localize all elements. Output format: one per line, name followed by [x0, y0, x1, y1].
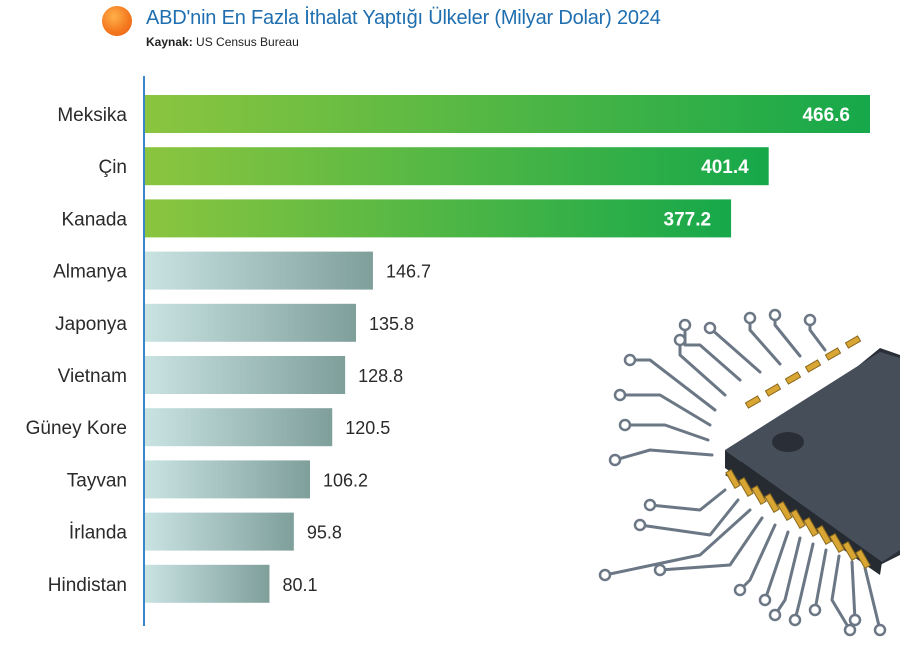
- bar-2: [145, 199, 732, 238]
- category-label: Çin: [98, 157, 127, 178]
- bar-5: [145, 356, 346, 394]
- value-label: 120.5: [345, 418, 390, 438]
- source-label: Kaynak:: [146, 35, 193, 49]
- category-label: Kanada: [61, 209, 127, 230]
- bar-9: [145, 564, 270, 603]
- value-label: 466.6: [802, 105, 850, 126]
- category-label: Meksika: [57, 105, 127, 126]
- bar-3: [145, 251, 373, 290]
- source-line: Kaynak: US Census Bureau: [146, 35, 299, 49]
- bar-6: [145, 408, 333, 447]
- category-label: Japonya: [55, 314, 127, 335]
- category-label: Hindistan: [48, 575, 127, 596]
- value-label: 146.7: [386, 262, 431, 282]
- bar-7: [145, 460, 311, 499]
- category-label: İrlanda: [69, 523, 128, 544]
- bar-0: [145, 95, 870, 133]
- value-label: 135.8: [369, 314, 414, 334]
- microchip-icon: [598, 308, 900, 637]
- chart-title: ABD'nin En Fazla İthalat Yaptığı Ülkeler…: [146, 7, 661, 29]
- logo-dot-icon: [102, 6, 132, 36]
- value-label: 128.8: [358, 366, 403, 386]
- value-label: 377.2: [664, 209, 712, 230]
- value-label: 401.4: [701, 157, 749, 178]
- value-label: 95.8: [307, 523, 342, 543]
- bar-4: [145, 303, 357, 342]
- category-label: Vietnam: [58, 366, 127, 387]
- bar-8: [145, 512, 294, 551]
- category-label: Almanya: [53, 262, 127, 283]
- value-label: 106.2: [323, 470, 368, 490]
- bar-1: [145, 147, 769, 186]
- source-value: US Census Bureau: [196, 35, 299, 49]
- category-label: Güney Kore: [26, 418, 127, 439]
- value-label: 80.1: [282, 575, 317, 595]
- category-label: Tayvan: [67, 470, 127, 491]
